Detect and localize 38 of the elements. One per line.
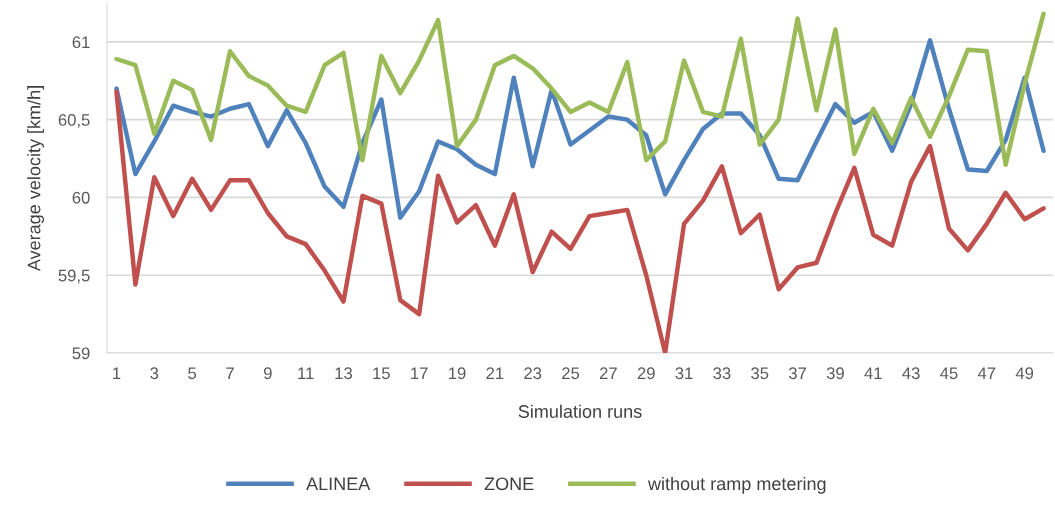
x-tick-label: 19 xyxy=(449,367,466,380)
x-tick-label: 17 xyxy=(411,367,428,379)
x-tick-label: 43 xyxy=(902,367,920,380)
legend-label: without ramp metering xyxy=(647,476,826,494)
x-tick-label: 45 xyxy=(940,367,958,380)
x-tick-label: 35 xyxy=(751,367,769,380)
x-tick-label: 47 xyxy=(977,367,996,379)
y-tick-label: 59,5 xyxy=(58,269,90,284)
x-tick-label: 1 xyxy=(113,367,121,379)
y-tick-label: 60 xyxy=(72,191,90,204)
x-tick-label: 39 xyxy=(826,367,844,380)
line-series xyxy=(114,11,1046,167)
x-axis-title: Simulation runs xyxy=(518,404,642,418)
y-tick-label: 59 xyxy=(72,347,90,360)
x-tick-label: 13 xyxy=(335,367,353,380)
x-tick-label: 25 xyxy=(562,367,580,380)
x-tick-label: 11 xyxy=(298,367,314,379)
x-tick-label: 3 xyxy=(150,367,159,380)
x-tick-label: 27 xyxy=(599,367,617,379)
x-tick-label: 9 xyxy=(263,367,272,380)
x-tick-label: 29 xyxy=(637,367,655,380)
y-tick-label: 60,5 xyxy=(58,114,90,128)
x-tick-label: 23 xyxy=(524,367,542,380)
x-tick-label: 33 xyxy=(713,367,731,380)
x-tick-label: 5 xyxy=(188,367,197,380)
x-tick-label: 41 xyxy=(864,367,882,379)
x-tick-label: 21 xyxy=(486,367,504,379)
x-tick-label: 7 xyxy=(226,367,234,379)
x-tick-label: 15 xyxy=(373,367,390,380)
legend-label: ZONE xyxy=(484,477,534,491)
y-tick-label: 61 xyxy=(72,36,90,49)
line-series xyxy=(114,38,1046,220)
y-axis-title: Average velocity [km/h] xyxy=(27,86,45,272)
x-tick-label: 37 xyxy=(788,367,807,380)
x-tick-label: 31 xyxy=(675,367,693,380)
x-tick-label: 49 xyxy=(1015,367,1034,380)
legend-label: ALINEA xyxy=(306,477,371,490)
line-series xyxy=(114,89,1046,353)
